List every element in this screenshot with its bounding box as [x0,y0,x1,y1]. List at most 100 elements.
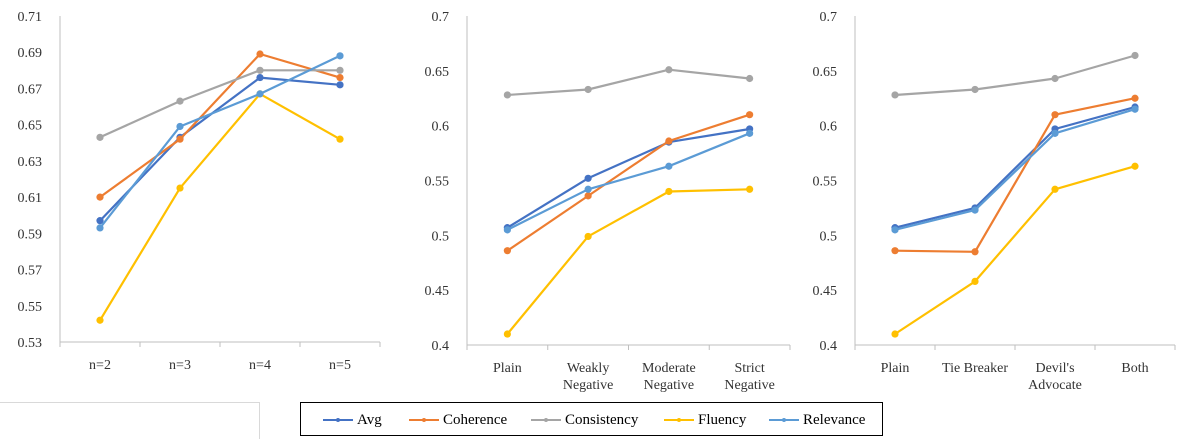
y-tick-label: 0.7 [820,10,838,25]
x-tick-label: Strict Negative [724,361,775,393]
series-line-coherence [506,113,750,252]
data-point-consistency [336,66,344,74]
data-point-fluency [665,187,673,196]
y-tick-label: 0.53 [18,336,43,351]
data-point-fluency [503,330,511,338]
data-point-coherence [971,248,979,256]
data-point-fluency [336,135,344,143]
x-tick-label: Both [1121,361,1148,376]
data-point-coherence [665,137,673,145]
x-tick-label: Weakly Negative [563,361,614,393]
data-point-relevance [176,122,184,131]
data-point-avg [96,217,104,225]
data-point-relevance [584,185,592,193]
data-point-fluency [746,185,754,193]
data-point-coherence [584,192,592,200]
legend-label-consistency: Consistency [565,411,639,428]
series-line-consistency [894,54,1136,97]
y-tick-label: 0.55 [813,175,838,190]
y-tick-label: 0.59 [18,227,43,242]
y-tick-label: 0.4 [820,339,838,354]
data-point-consistency [584,85,592,94]
y-tick-label: 0.63 [18,155,43,170]
data-point-fluency [96,316,104,324]
data-point-relevance [746,129,754,137]
y-tick-label: 0.45 [813,284,838,299]
data-point-avg [336,81,344,89]
legend-label-fluency: Fluency [698,411,747,428]
data-point-consistency [665,66,673,74]
y-tick-label: 0.57 [18,264,43,279]
data-point-consistency [746,74,754,83]
y-tick-label: 0.6 [820,120,838,135]
y-tick-label: 0.5 [432,229,450,244]
series-line-avg [506,127,750,229]
data-point-coherence [746,111,754,119]
chart-3: 0.4 0.45 0.5 0.55 0.6 0.65 0.7 Plain Tie Breaker… [813,10,1176,393]
legend-item-fluency: Fluency [664,403,746,437]
x-tick-label: Devil's Advocate [1028,361,1082,393]
y-tick-label: 0.69 [18,46,43,61]
y-tick-label: 0.6 [432,120,450,135]
data-point-avg [256,73,264,82]
series-line-fluency [99,92,341,321]
x-tick-label: n=3 [169,358,191,373]
data-point-consistency [891,91,899,99]
legend-item-avg: Avg [323,403,382,437]
series-line-relevance [506,132,751,231]
series-line-fluency [506,188,750,335]
data-point-coherence [503,247,511,255]
y-tick-label: 0.71 [18,10,43,25]
data-point-consistency [503,91,511,99]
legend-label-coherence: Coherence [443,411,508,428]
data-point-consistency [176,97,184,105]
data-point-coherence [176,135,184,143]
x-tick-label: Tie Breaker [942,361,1008,376]
legend-swatch-relevance [769,418,799,422]
y-tick-label: 0.4 [432,339,450,354]
x-tick-label: n=4 [249,358,271,373]
data-point-relevance [971,206,979,214]
y-tick-label: 0.7 [432,10,450,25]
legend: Avg Coherence Consistency Fluency Releva… [300,402,883,436]
data-point-relevance [665,162,673,170]
series-line-relevance [99,54,341,229]
series-line-coherence [894,97,1136,253]
data-point-relevance [336,52,344,60]
data-point-relevance [1131,105,1139,113]
series-line-consistency [507,68,750,97]
data-point-fluency [176,184,184,192]
legend-swatch-consistency [531,418,561,422]
chart-2: 0.4 0.45 0.5 0.55 0.6 0.65 0.7 Plain Weakly Negat… [425,10,791,393]
legend-item-relevance: Relevance [769,403,865,437]
data-point-coherence [96,193,104,201]
data-point-relevance [1051,129,1059,137]
legend-swatch-fluency [664,418,694,422]
series-line-avg [99,76,341,222]
data-point-fluency [1051,185,1059,193]
legend-item-coherence: Coherence [409,403,507,437]
chart-1: 0.53 0.55 0.57 0.59 0.61 0.63 0.65 0.67 0.69 0.71… [18,10,381,373]
x-tick-label: Plain [493,361,522,376]
data-point-fluency [971,277,979,285]
data-point-consistency [1051,74,1059,83]
data-point-relevance [96,224,104,232]
data-point-coherence [1131,94,1139,102]
series-line-consistency [99,69,340,139]
series-line-fluency [894,165,1136,335]
y-tick-label: 0.67 [18,82,43,97]
data-point-avg [584,174,592,182]
y-tick-label: 0.65 [813,65,838,80]
x-tick-label: n=5 [329,358,351,373]
legend-swatch-coherence [409,418,439,422]
y-tick-label: 0.55 [18,300,43,315]
data-point-consistency [96,133,104,141]
data-point-relevance [503,226,511,234]
x-tick-label: Plain [881,361,910,376]
legend-separator-vertical [259,402,260,439]
legend-label-relevance: Relevance [803,411,866,428]
data-point-fluency [891,330,899,338]
legend-label-avg: Avg [357,411,382,428]
data-point-coherence [256,50,264,58]
charts-canvas: 0.53 0.55 0.57 0.59 0.61 0.63 0.65 0.67 0.69 0.71… [18,10,1176,393]
